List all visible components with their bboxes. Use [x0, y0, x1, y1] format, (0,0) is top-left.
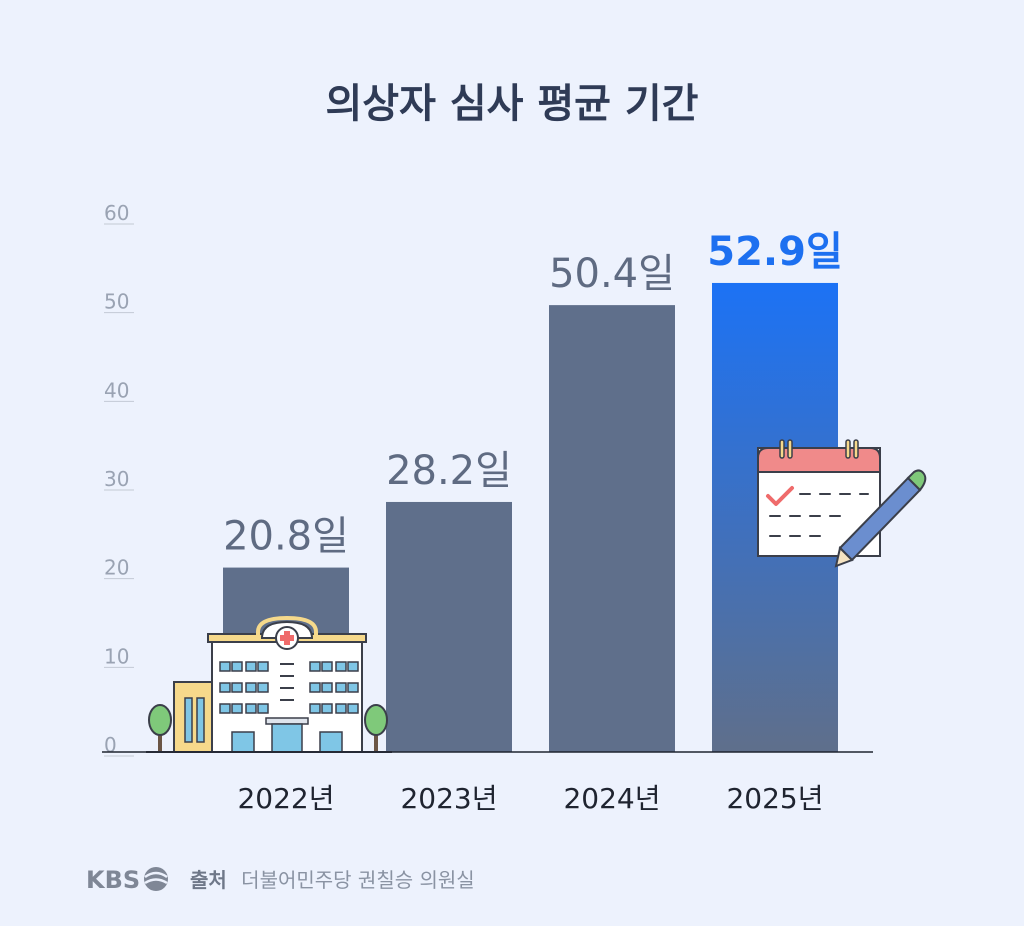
x-tick-label: 2023년	[400, 782, 497, 815]
x-axis: 2022년 2023년 2024년 2025년	[237, 782, 823, 815]
data-label: 28.2일	[386, 448, 512, 494]
x-tick-label: 2025년	[726, 782, 823, 815]
y-tick-label: 20	[104, 556, 129, 580]
data-label: 20.8일	[223, 514, 349, 560]
footer: KBS 출처 더불어민주당 권칠승 의원실	[86, 866, 475, 894]
y-tick-label: 10	[104, 644, 129, 668]
data-labels: 20.8일 28.2일 50.4일 52.9일	[223, 229, 843, 560]
tree-icon	[148, 704, 172, 752]
bar-2024	[549, 305, 675, 752]
source-label: 출처	[190, 868, 227, 892]
pen-icon	[834, 469, 927, 568]
hospital-icon	[146, 615, 392, 753]
y-tick-label: 30	[104, 467, 129, 491]
x-tick-label: 2024년	[563, 782, 660, 815]
bar-2023	[386, 501, 512, 752]
source-text: 더불어민주당 권칠승 의원실	[241, 868, 475, 892]
y-tick-label: 40	[104, 378, 129, 402]
kbs-logo-icon	[144, 867, 168, 891]
y-axis: 0 10 20 30 40 50 60	[104, 201, 134, 757]
svg-text:출처 더불어민주당 권칠승 의원실: 출처 더불어민주당 권칠승 의원실	[190, 868, 475, 892]
data-label: 52.9일	[707, 229, 843, 275]
chart-title: 의상자 심사 평균 기간	[326, 81, 699, 127]
tree-icon	[364, 704, 388, 752]
y-tick-label: 60	[104, 201, 129, 225]
y-tick-label: 0	[104, 733, 117, 757]
y-tick-label: 50	[104, 290, 129, 314]
x-tick-label: 2022년	[237, 782, 334, 815]
kbs-logo-text: KBS	[86, 866, 140, 894]
calendar-icon	[757, 439, 881, 557]
data-label: 50.4일	[549, 251, 675, 297]
